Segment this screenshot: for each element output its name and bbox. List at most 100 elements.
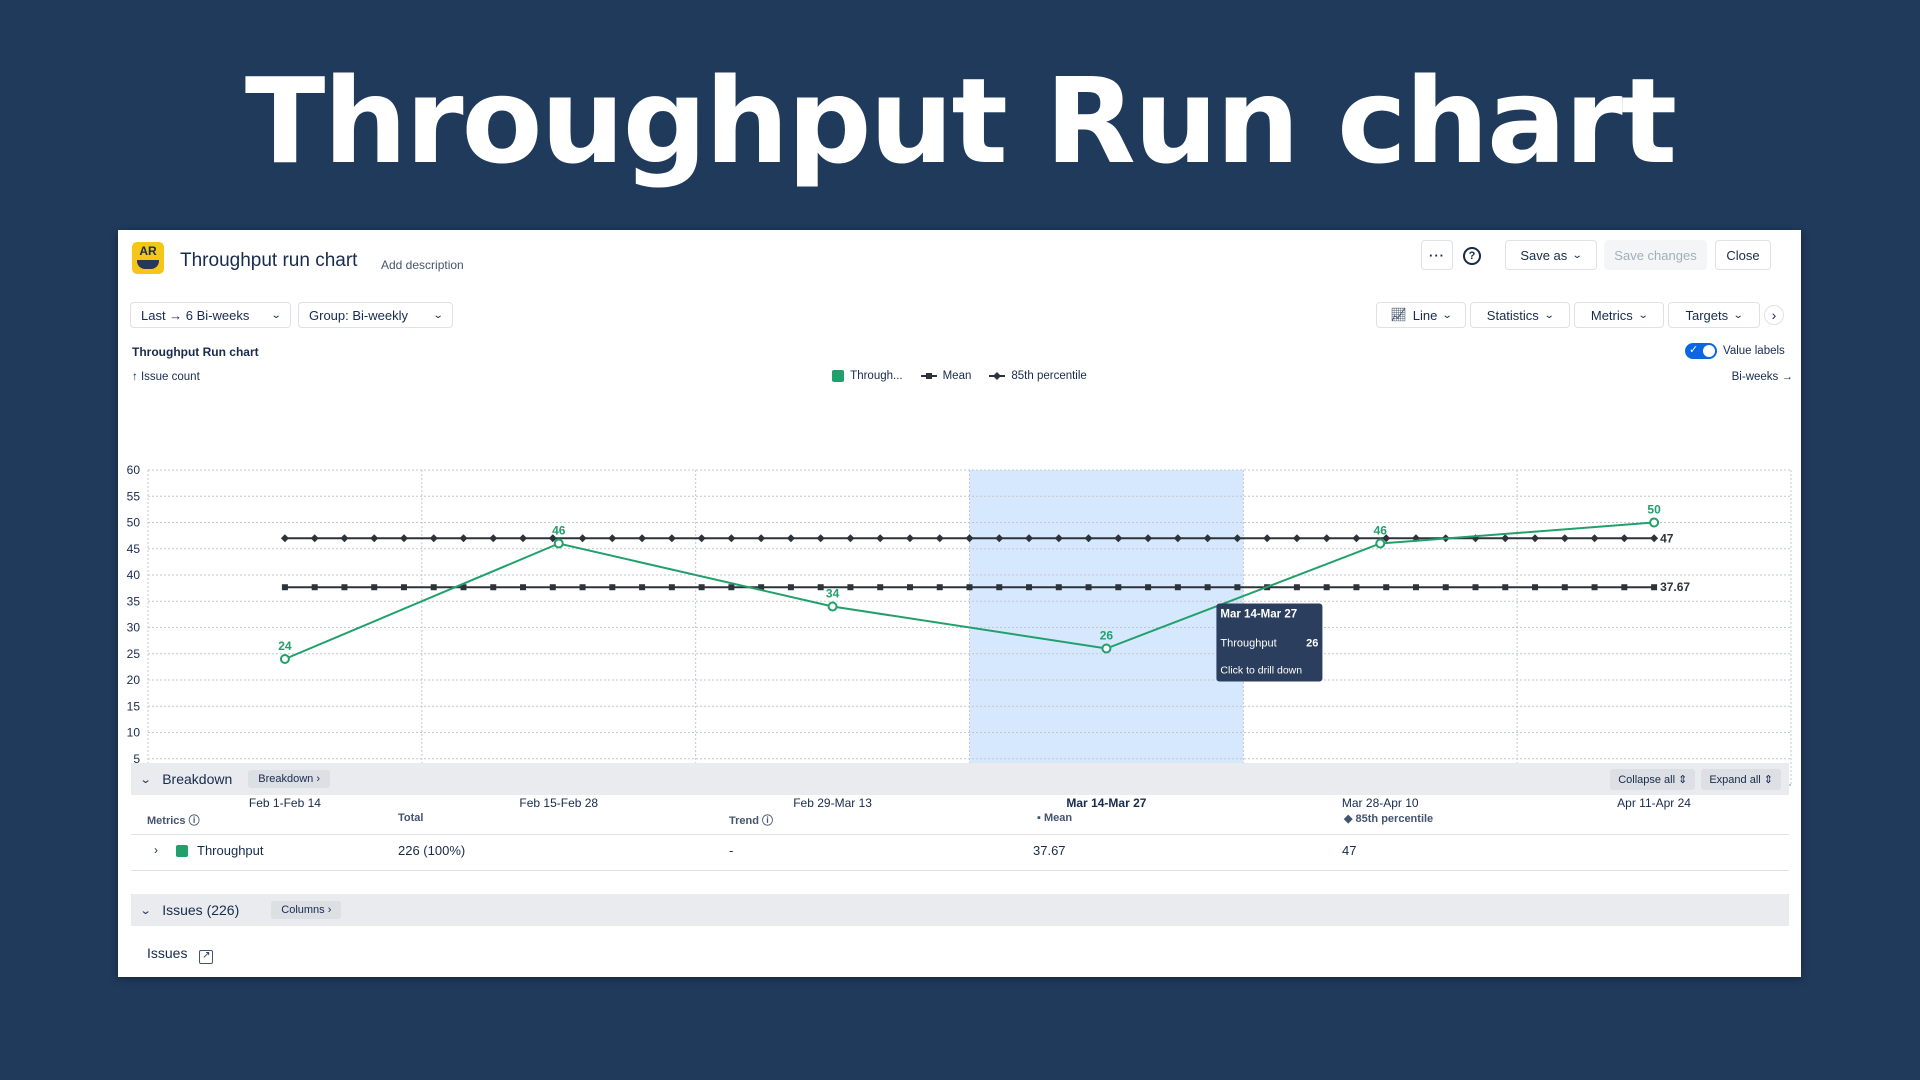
- mean-marker: [877, 584, 883, 590]
- more-options-button[interactable]: ···: [1421, 240, 1453, 270]
- data-point[interactable]: [1376, 540, 1384, 548]
- mean-marker: [341, 584, 347, 590]
- percentile-marker: [876, 534, 884, 542]
- targets-dropdown[interactable]: Targets ⌄: [1668, 302, 1760, 328]
- row-throughput-mean: 37.67: [1033, 843, 1066, 858]
- expand-all-button[interactable]: Expand all ⇕: [1701, 769, 1781, 790]
- group-dropdown[interactable]: Group: Bi-weekly ⌄: [298, 302, 453, 328]
- issues-label[interactable]: Issues ↗: [147, 945, 213, 964]
- data-point[interactable]: [829, 603, 837, 611]
- y-tick-label: 20: [127, 673, 141, 687]
- close-button[interactable]: Close: [1715, 240, 1771, 270]
- mean-marker: [1175, 584, 1181, 590]
- line-chart-icon: 📈︎: [1390, 307, 1407, 323]
- percentile-marker: [1531, 534, 1539, 542]
- percentile-marker: [281, 534, 289, 542]
- percentile-marker: [668, 534, 676, 542]
- data-value-label: 50: [1647, 503, 1661, 517]
- mean-marker: [1502, 584, 1508, 590]
- mean-marker: [1353, 584, 1359, 590]
- statistics-dropdown[interactable]: Statistics ⌄: [1470, 302, 1570, 328]
- save-changes-button[interactable]: Save changes: [1604, 240, 1707, 270]
- issues-section-header[interactable]: ⌄ Issues (226) Columns ›: [131, 894, 1789, 926]
- chevron-right-icon: ›: [1772, 307, 1777, 323]
- metrics-label: Metrics: [1591, 308, 1633, 323]
- col-85th-label: 85th percentile: [1356, 813, 1434, 825]
- mean-marker: [431, 584, 437, 590]
- table-row-divider: [131, 870, 1789, 871]
- mean-marker: [1205, 584, 1211, 590]
- toolbar-next-button[interactable]: ›: [1764, 305, 1784, 325]
- mean-marker: [1651, 584, 1657, 590]
- mean-marker: [312, 584, 318, 590]
- x-tick-label: Feb 1-Feb 14: [249, 796, 321, 810]
- add-description-link[interactable]: Add description: [381, 258, 464, 272]
- tooltip-value: 26: [1306, 638, 1318, 650]
- mean-marker: [282, 584, 288, 590]
- tooltip-title: Mar 14-Mar 27: [1220, 609, 1297, 621]
- legend-marker-85th-percentile: [989, 371, 1005, 381]
- legend-swatch-throughput: [832, 370, 844, 382]
- mean-marker: [1234, 584, 1240, 590]
- mean-marker: [580, 584, 586, 590]
- y-tick-label: 60: [127, 463, 141, 477]
- mean-marker: [1294, 584, 1300, 590]
- percentile-marker: [936, 534, 944, 542]
- percentile-marker: [1323, 534, 1331, 542]
- col-metrics-label: Metrics: [147, 815, 186, 827]
- issues-title: Issues (226): [162, 902, 239, 918]
- percentile-marker: [430, 534, 438, 542]
- row-expand-icon[interactable]: ›: [154, 843, 158, 857]
- columns-pill[interactable]: Columns ›: [271, 901, 341, 919]
- percentile-marker: [846, 534, 854, 542]
- metrics-dropdown[interactable]: Metrics ⌄: [1574, 302, 1664, 328]
- data-point[interactable]: [555, 540, 563, 548]
- legend-item-85th-percentile[interactable]: 85th percentile: [989, 370, 1086, 382]
- mean-marker: [1056, 584, 1062, 590]
- chart-type-label: Line: [1413, 308, 1438, 323]
- percentile-marker: [340, 534, 348, 542]
- date-range-dropdown[interactable]: Last → 6 Bi-weeks ⌄: [130, 302, 291, 328]
- percentile-marker: [460, 534, 468, 542]
- highlight-band[interactable]: [970, 470, 1244, 785]
- row-throughput-trend: -: [729, 843, 733, 858]
- info-icon: ⓘ: [762, 815, 773, 827]
- value-labels-toggle[interactable]: ✓: [1685, 343, 1717, 359]
- collapse-all-button[interactable]: Collapse all ⇕: [1610, 769, 1695, 790]
- y-tick-label: 35: [127, 594, 141, 608]
- y-tick-label: 30: [127, 621, 141, 635]
- chart-type-dropdown[interactable]: 📈︎ Line ⌄: [1376, 302, 1466, 328]
- save-as-button[interactable]: Save as ⌄: [1505, 240, 1597, 270]
- percentile-marker: [311, 534, 319, 542]
- row-throughput-p85: 47: [1342, 843, 1356, 858]
- breakdown-pill[interactable]: Breakdown ›: [248, 770, 330, 788]
- mean-marker: [1621, 584, 1627, 590]
- percentile-marker: [1650, 534, 1658, 542]
- breakdown-section-header[interactable]: ⌄ Breakdown Breakdown › Collapse all ⇕ E…: [131, 763, 1789, 795]
- mean-marker-icon: ▪: [1037, 812, 1041, 824]
- legend-label-mean: Mean: [943, 370, 972, 382]
- mean-marker: [818, 584, 824, 590]
- percentile-marker: [727, 534, 735, 542]
- mean-marker: [1413, 584, 1419, 590]
- issues-label-text: Issues: [147, 945, 187, 961]
- data-point[interactable]: [281, 655, 289, 663]
- mean-marker: [1472, 584, 1478, 590]
- value-labels-label: Value labels: [1723, 345, 1785, 357]
- mean-marker: [1532, 584, 1538, 590]
- mean-marker: [788, 584, 794, 590]
- columns-pill-label: Columns: [281, 904, 324, 916]
- legend-item-throughput[interactable]: Through...: [832, 370, 902, 382]
- mean-marker: [1115, 584, 1121, 590]
- data-point[interactable]: [1102, 645, 1110, 653]
- row-throughput-name[interactable]: Throughput: [197, 843, 264, 858]
- tooltip: Mar 14-Mar 27Throughput 26Click to drill …: [1216, 604, 1322, 682]
- help-icon[interactable]: ?: [1463, 247, 1481, 265]
- legend-item-mean[interactable]: Mean: [921, 370, 972, 382]
- report-title[interactable]: Throughput run chart: [180, 250, 357, 272]
- run-chart[interactable]: 051015202530354045505560Feb 1-Feb 14Feb …: [118, 385, 1801, 965]
- data-value-label: 34: [826, 587, 840, 601]
- percentile-marker: [817, 534, 825, 542]
- chevron-down-icon: ⌄: [270, 310, 281, 321]
- data-point[interactable]: [1650, 519, 1658, 527]
